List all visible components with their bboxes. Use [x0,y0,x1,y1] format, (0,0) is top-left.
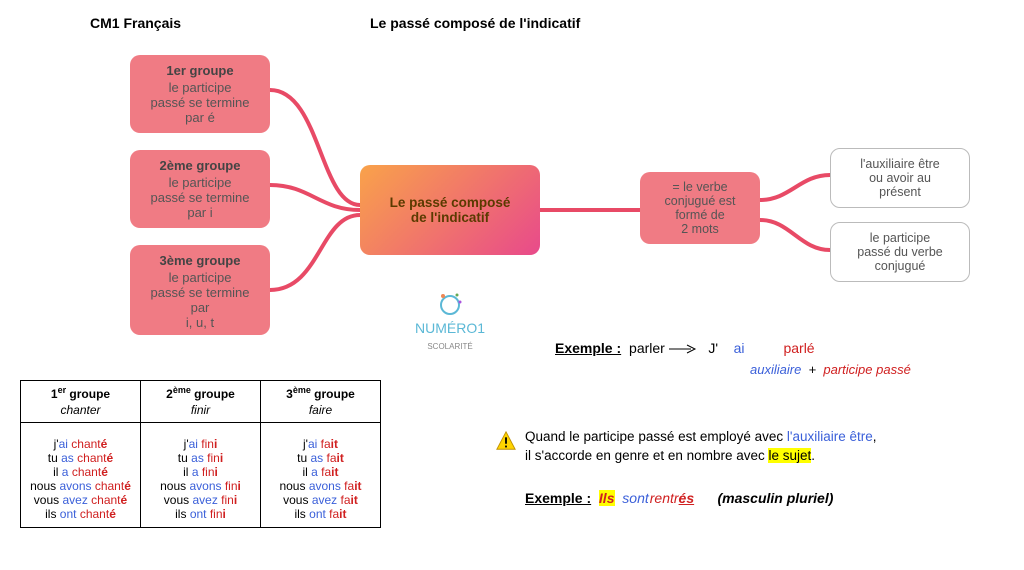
node-text: ou avoir au [869,171,931,185]
node-text: passé se termine [151,190,250,205]
node-text: le participe [169,175,232,190]
node-group-2: 2ème groupe le participe passé se termin… [130,150,270,228]
table-cell: j'ai chantétu as chantéil a chanténous a… [21,423,141,528]
example-label: Exemple : [555,340,621,356]
node-group-2-title: 2ème groupe [140,158,260,173]
example-2: Exemple : Ils sontrentrés (masculin plur… [525,490,833,506]
node-center: Le passé composé de l'indicatif [360,165,540,255]
rule-l1b: l'auxiliaire être [787,429,873,444]
node-text: conjugué [875,259,926,273]
table-cell: j'ai faittu as faitil a faitnous avons f… [261,423,381,528]
node-center-line1: Le passé composé [390,195,511,210]
node-text: présent [879,185,921,199]
rule-l2c: . [811,448,815,463]
ex2-end: és [679,490,695,506]
logo: NUMÉRO1 SCOLARITÉ [395,290,505,352]
node-part-aux: l'auxiliaire être ou avoir au présent [830,148,970,208]
node-group-3: 3ème groupe le participe passé se termin… [130,245,270,335]
aux-tag: auxiliaire [750,362,801,377]
example-pp: parlé [783,340,814,356]
node-text: = le verbe [672,180,727,194]
node-text: passé se termine [151,95,250,110]
node-text: le participe [169,80,232,95]
table-header: 1er groupechanter [21,381,141,423]
node-text: le participe [169,270,232,285]
example-label: Exemple : [525,490,591,506]
example-verb: parler [629,340,665,356]
table-header: 3ème groupefaire [261,381,381,423]
example-1: Exemple : parler J' ai parlé [555,340,815,356]
table-cell: j'ai finitu as finiil a fininous avons f… [141,423,261,528]
ex2-tag: (masculin pluriel) [717,490,833,506]
node-text: passé du verbe [857,245,942,259]
node-text: i, u, t [186,315,214,330]
node-center-line2: de l'indicatif [411,210,489,225]
pp-tag: participe passé [823,362,910,377]
node-text: par i [187,205,212,220]
rule-l1c: , [873,429,877,444]
example-aux: ai [734,340,745,356]
node-part-pp: le participe passé du verbe conjugué [830,222,970,282]
rule-l1a: Quand le participe passé est employé ave… [525,429,787,444]
arrow-icon [669,341,697,351]
node-text: conjugué est [665,194,736,208]
logo-text-top: NUMÉRO1 [415,320,485,336]
page-title: Le passé composé de l'indicatif [370,15,580,31]
node-group-3-title: 3ème groupe [140,253,260,268]
node-text: formé de [675,208,724,222]
node-group-1-title: 1er groupe [140,63,260,78]
node-text: passé se termine [151,285,250,300]
rule-l2a: il s'accorde en genre et en nombre avec [525,448,768,463]
conjugation-table: 1er groupechanter2ème groupefinir3ème gr… [20,380,381,528]
node-text: l'auxiliaire être [860,157,940,171]
ex2-aux: sont [622,490,648,506]
rule-l2b: le sujet [768,448,811,463]
logo-text-bottom: SCOLARITÉ [427,342,472,351]
example-j: J' [708,340,718,356]
header-left: CM1 Français [90,15,181,31]
node-text: par [191,300,210,315]
example-1-tags: auxiliaire + participe passé [750,362,911,377]
warning-icon [495,430,517,455]
rule-text: Quand le participe passé est employé ave… [525,428,877,466]
table-header: 2ème groupefinir [141,381,261,423]
ex2-stem: rentr [650,490,679,506]
ex2-subj: Ils [599,490,615,506]
node-text: le participe [870,231,930,245]
plus: + [809,362,817,377]
node-text: par é [185,110,215,125]
node-form: = le verbe conjugué est formé de 2 mots [640,172,760,244]
node-group-1: 1er groupe le participe passé se termine… [130,55,270,133]
node-text: 2 mots [681,222,719,236]
